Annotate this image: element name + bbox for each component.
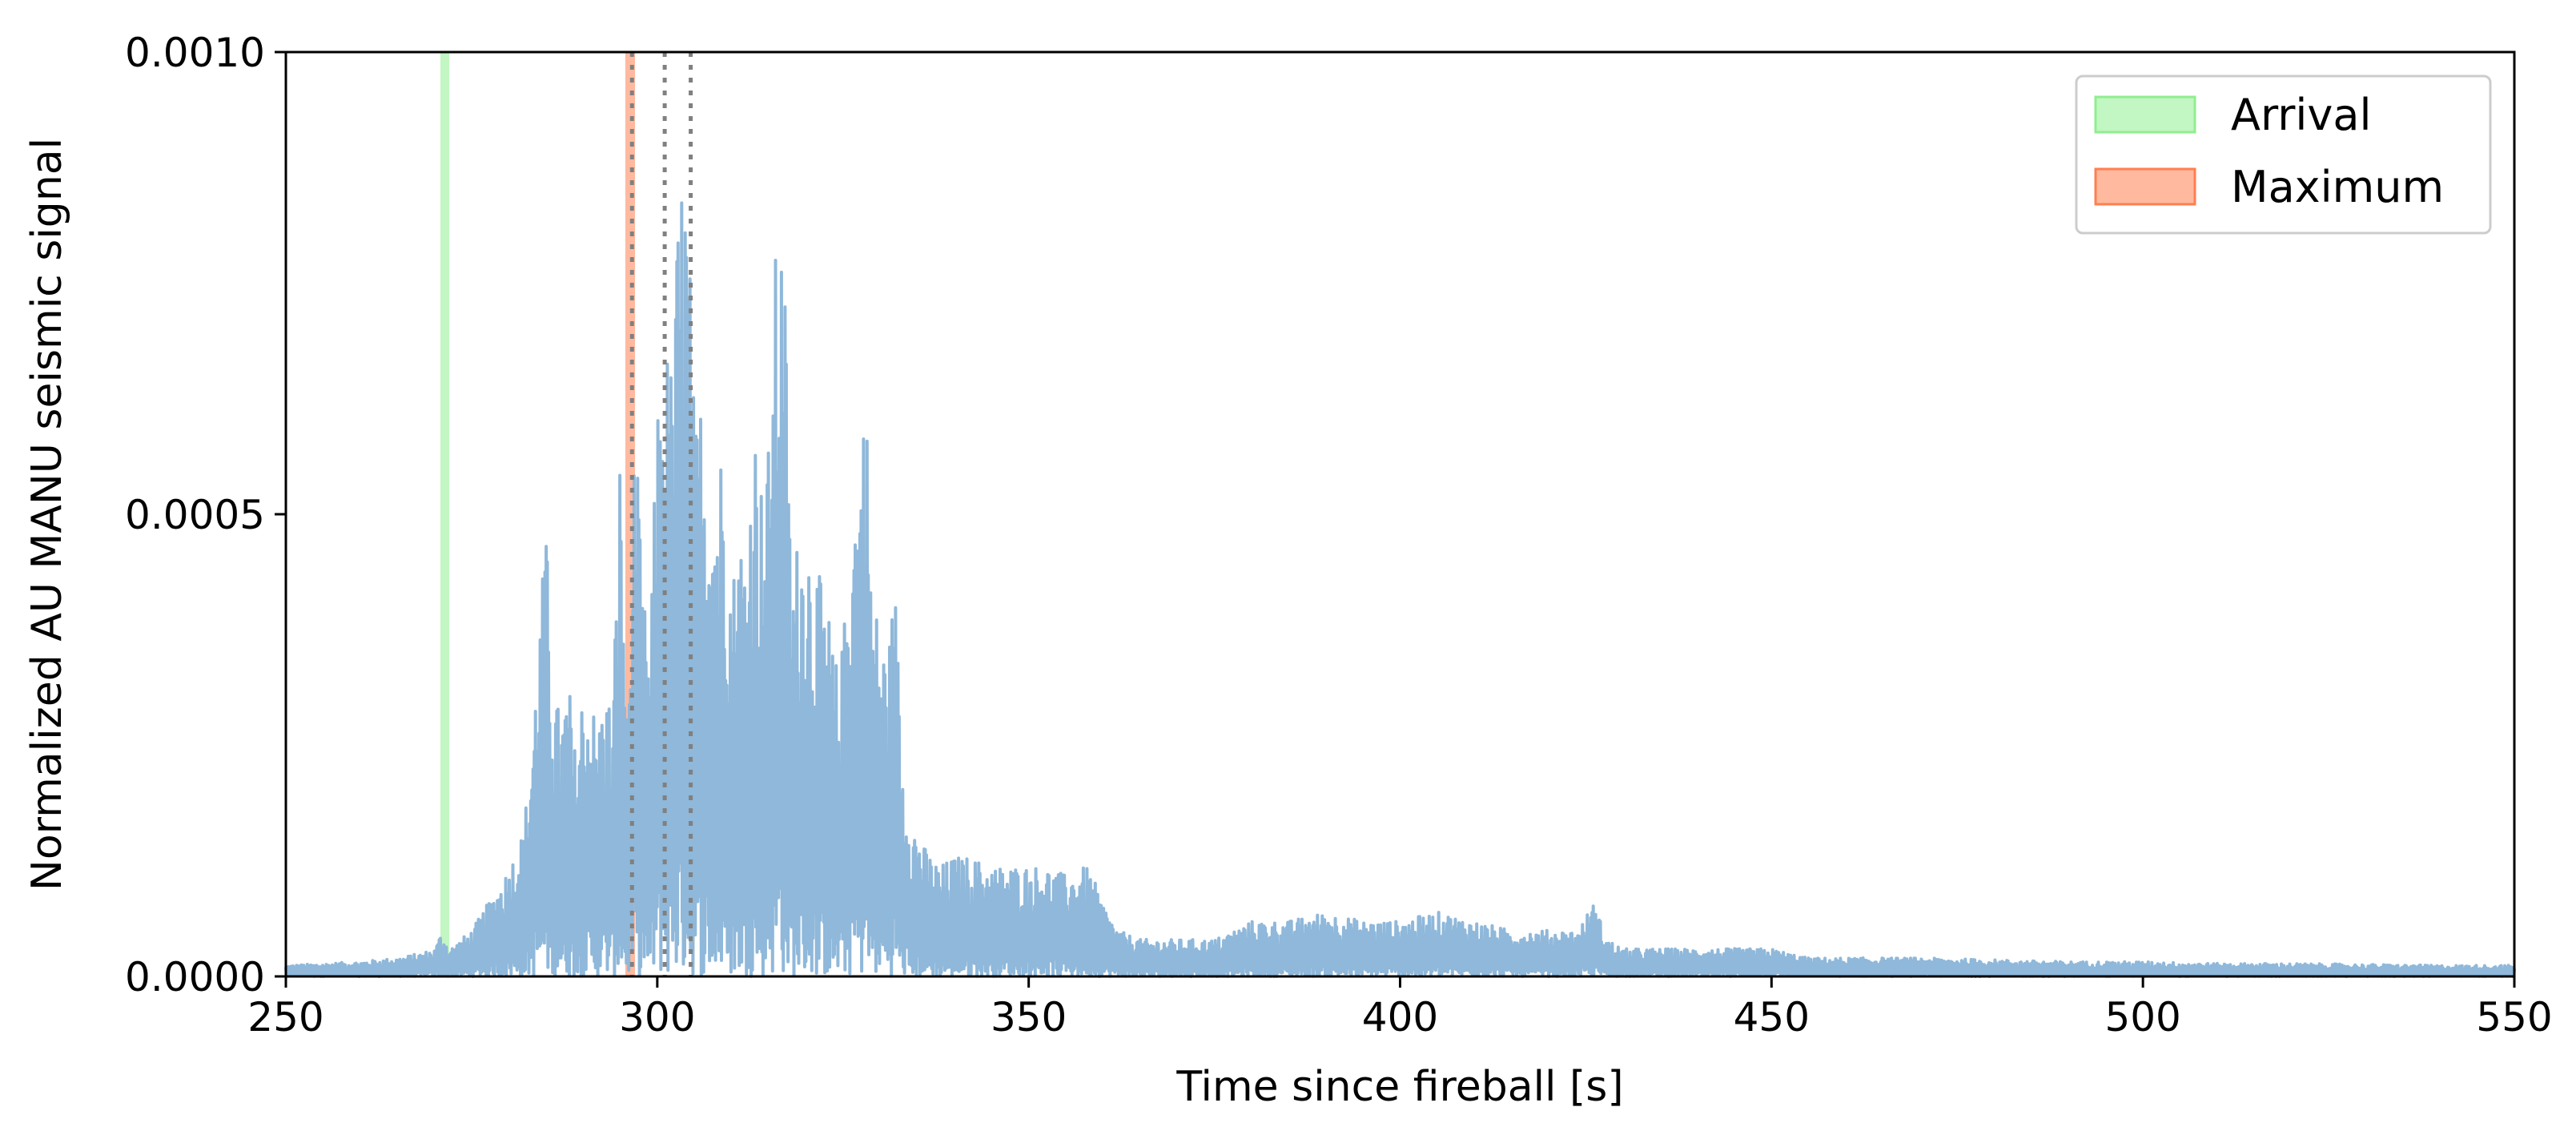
legend-label-maximum: Maximum: [2231, 162, 2444, 212]
reference-line-layer: [629, 52, 693, 976]
x-tick-label: 250: [247, 994, 324, 1040]
legend-swatch-arrival: [2094, 95, 2196, 134]
x-tick-label: 450: [1734, 994, 1810, 1040]
x-tick-label: 500: [2104, 994, 2180, 1040]
x-tick-label: 400: [1362, 994, 1438, 1040]
x-tick-label: 350: [991, 994, 1067, 1040]
x-tick-label: 550: [2476, 994, 2552, 1040]
x-axis: 250 300 350 400 450 500 550: [247, 976, 2553, 1040]
legend: Arrival Maximum: [2075, 74, 2492, 235]
signal-trace: [284, 201, 2516, 978]
x-axis-label: Time since fireball [s]: [1175, 1063, 1623, 1111]
y-tick-label: 0.0000: [125, 954, 265, 1000]
x-tick-label: 300: [619, 994, 695, 1040]
legend-swatch-maximum: [2094, 167, 2196, 206]
legend-label-arrival: Arrival: [2231, 90, 2371, 140]
y-axis: 0.0000 0.0005 0.0010: [125, 30, 286, 1000]
y-axis-label: Normalized AU MANU seismic signal: [23, 138, 71, 891]
series-layer: [284, 201, 2516, 978]
legend-items: Arrival Maximum: [2094, 90, 2444, 212]
y-tick-label: 0.0010: [125, 30, 265, 76]
y-tick-label: 0.0005: [125, 492, 265, 538]
band-arrival: [440, 52, 450, 976]
